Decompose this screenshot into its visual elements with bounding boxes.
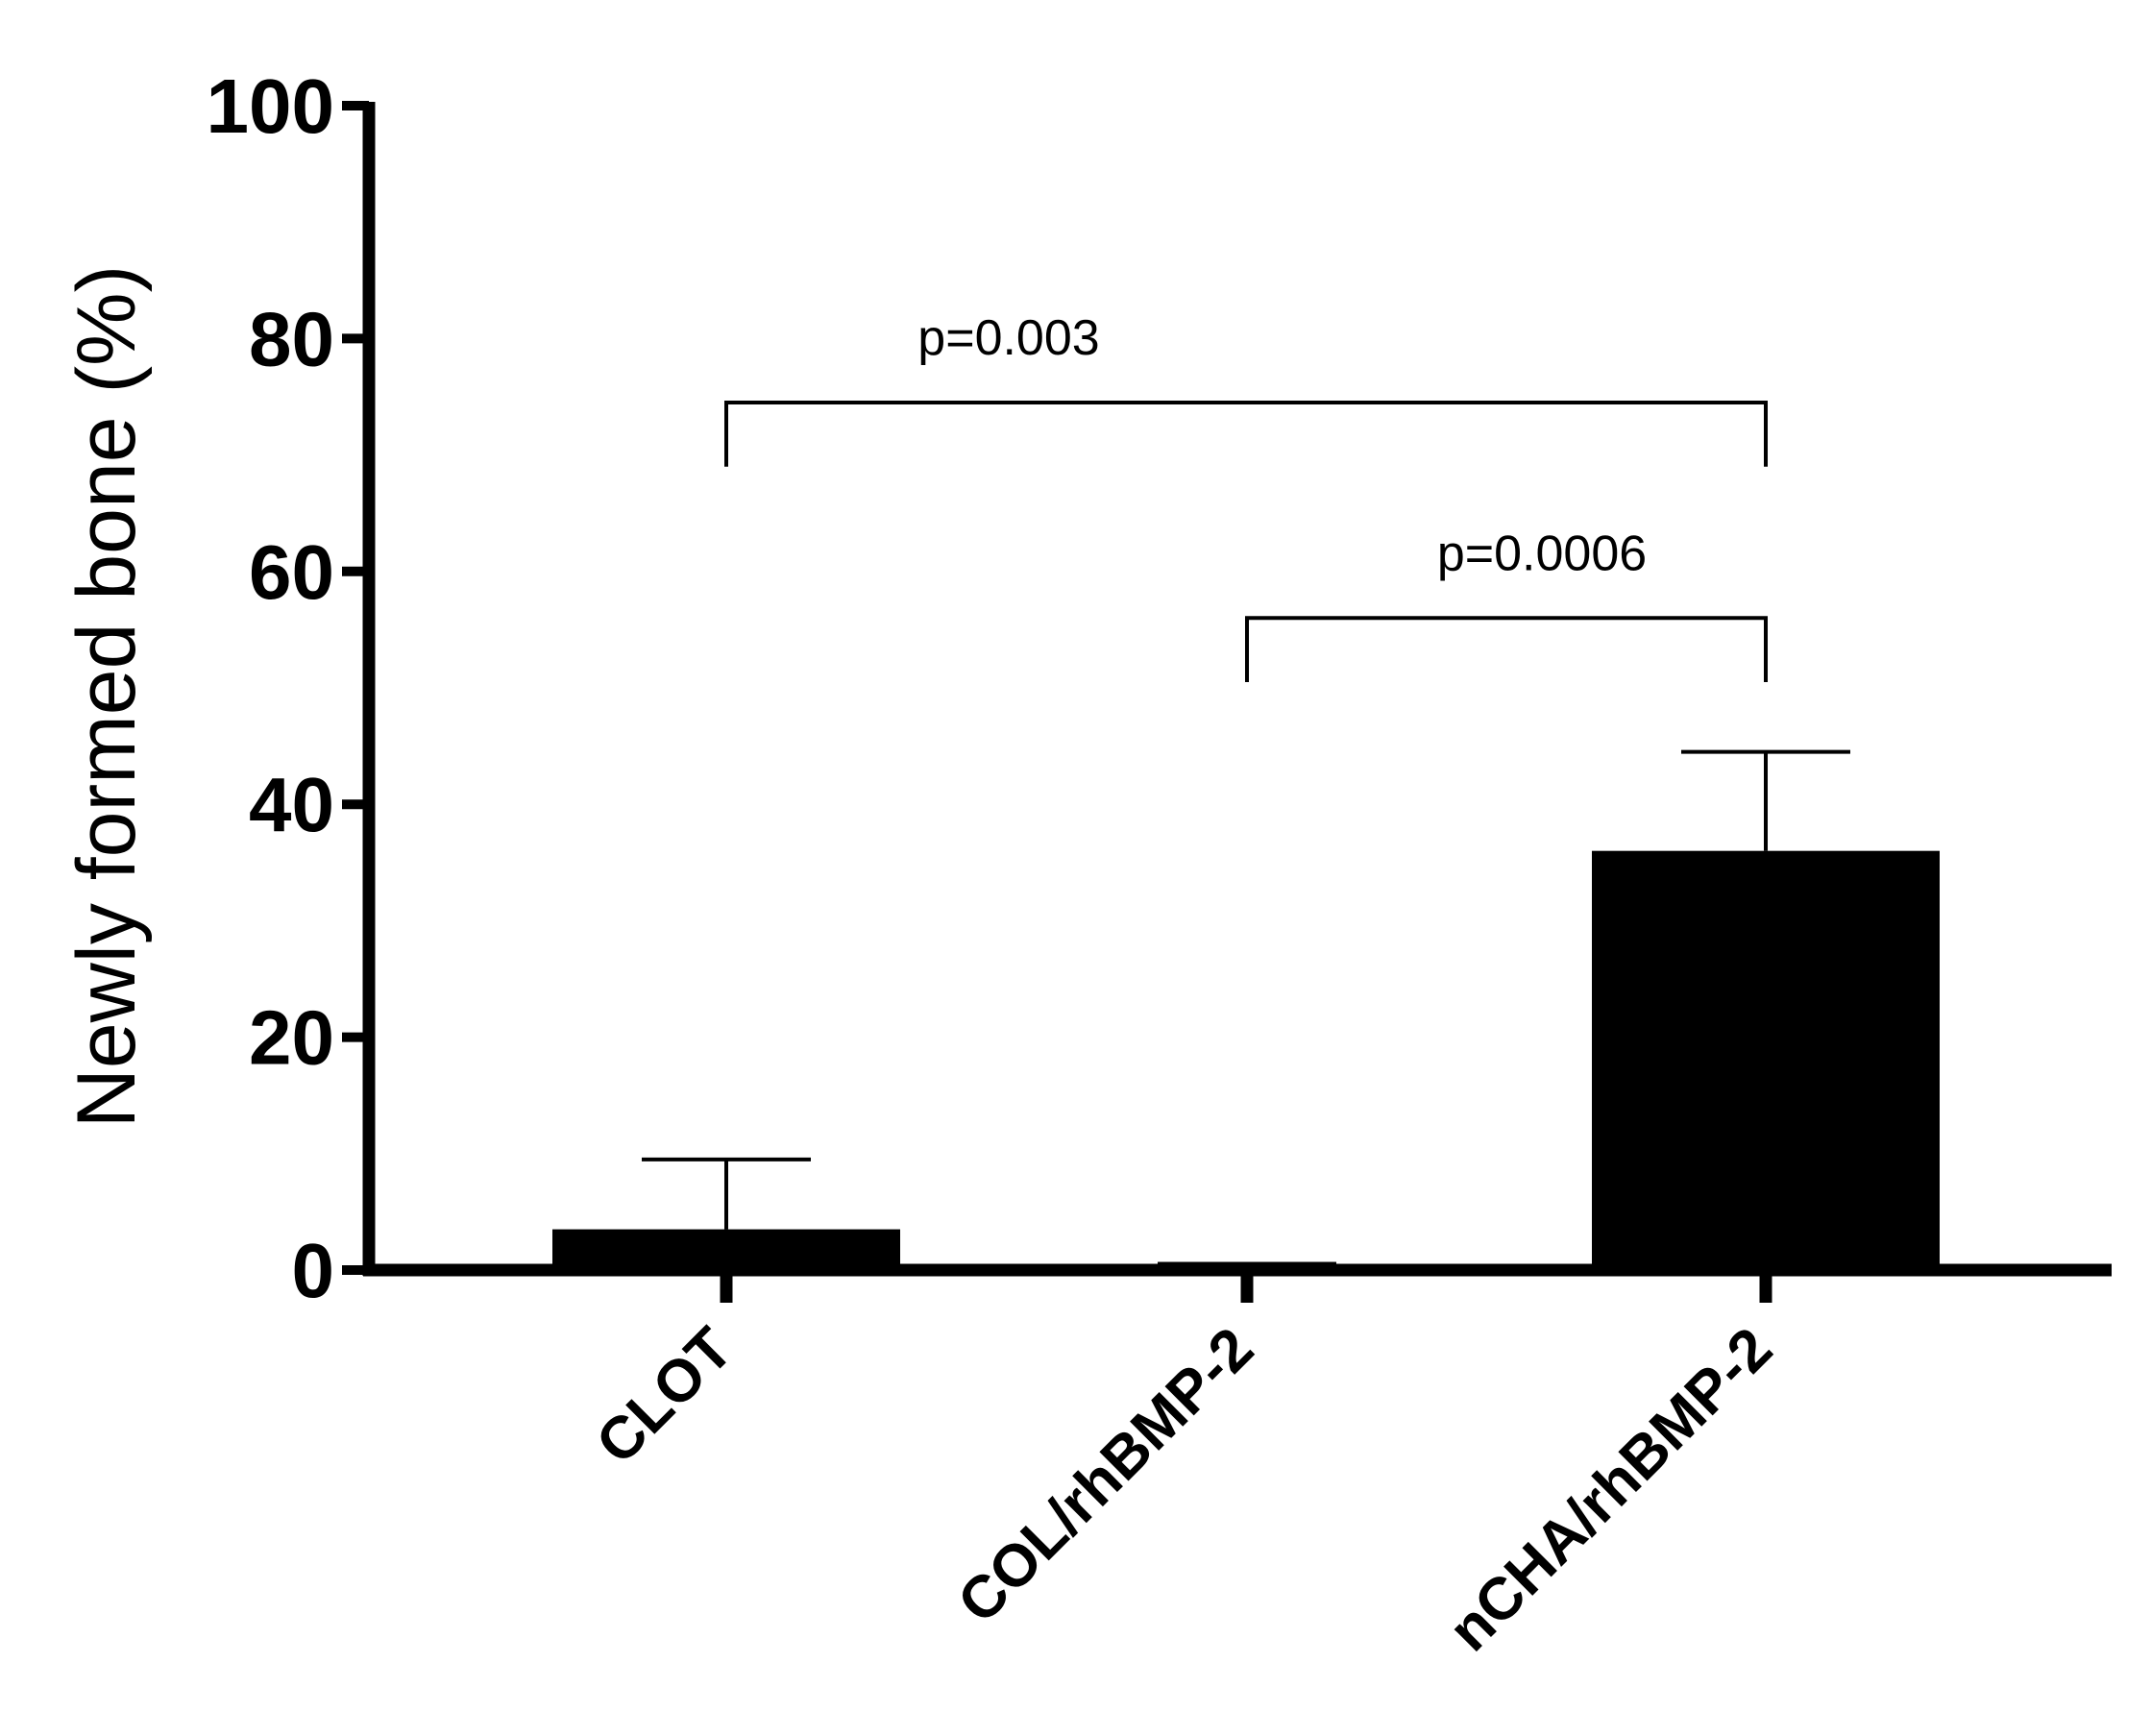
x-tick-label-0: CLOT [584,1315,746,1477]
y-axis-title: Newly formed bone (%) [61,265,153,1129]
y-tick-label-80: 80 [249,296,334,381]
x-tick-label-2: nCHA/rhBMP-2 [1436,1315,1785,1664]
y-tick-label-0: 0 [292,1228,335,1313]
axes [362,102,2112,1277]
y-tick-label-100: 100 [207,63,334,149]
error-bars [642,749,1850,1230]
bar-0 [552,1229,900,1270]
y-tick-label-60: 60 [249,529,334,615]
x-tick-label-1: COL/rhBMP-2 [945,1315,1266,1636]
bars [552,850,1940,1270]
significance-label-1: p=0.0006 [1437,526,1647,581]
significance-label-0: p=0.003 [917,310,1099,366]
y-tick-label-40: 40 [249,762,334,847]
y-tick-label-20: 20 [249,995,334,1081]
significance-brackets: p=0.003 p=0.0006 [724,310,1768,682]
y-axis-ticks: 0 20 40 60 80 100 [207,63,369,1313]
significance-bracket-0 [724,401,1768,467]
bar-2 [1592,850,1940,1270]
significance-bracket-1 [1245,616,1768,682]
x-axis-ticks: CLOT COL/rhBMP-2 nCHA/rhBMP-2 [584,1270,1785,1664]
